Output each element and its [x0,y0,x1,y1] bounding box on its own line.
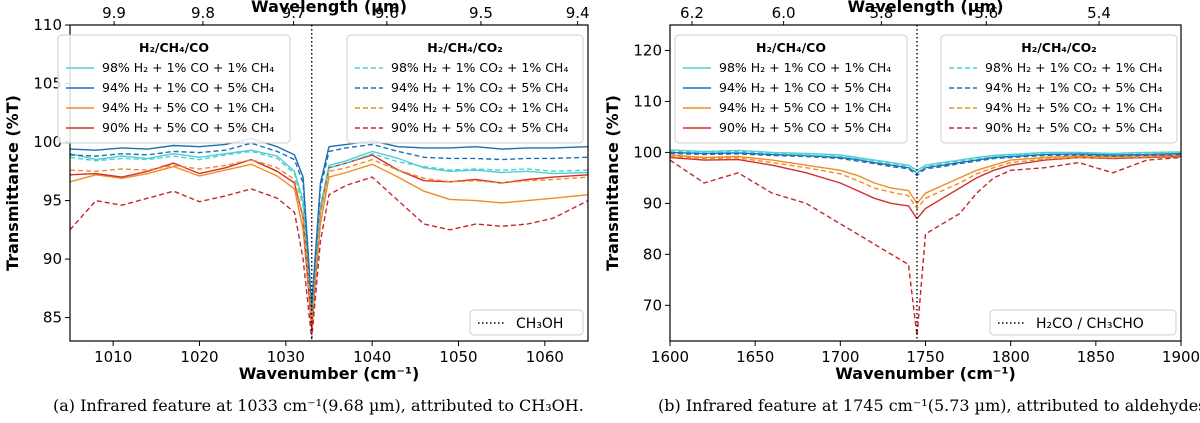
series-line-3 [70,154,588,330]
x-tick-label-3: 1040 [353,348,391,366]
x2-tick-label-1: 6.0 [772,4,796,22]
x-tick-label-1: 1020 [180,348,218,366]
legend-co2-frame [346,34,584,144]
x2-tick-label-0: 6.2 [680,4,704,22]
plot-frame [69,24,589,342]
legend-marker-label: CH₃OH [516,316,563,332]
legend-marker-label: H₂CO / CH₃CHO [1036,316,1144,332]
legend-co-frame [674,34,908,144]
x-tick-label-2: 1700 [821,348,859,366]
chart-panel-b: 1600 1650 1700 1750 1800 1850 1900 70 80 90 100 110… [603,0,1200,383]
legend-co2-title: H₂/CH₄/CO₂ [427,40,502,55]
legend-co2-label-3: 90% H₂ + 5% CO₂ + 5% CH₄ [391,120,568,135]
caption-a: (a) Infrared feature at 1033 cm⁻¹(9.68 µ… [53,396,584,415]
legend-co2-title: H₂/CH₄/CO₂ [1021,40,1096,55]
y-axis-title: Transmittance (%T) [3,95,22,271]
x2-axis-title: Wavelength (µm) [847,0,1003,16]
x2-tick-label-4: 5.4 [1087,4,1111,22]
series-line-4 [70,150,588,321]
x-tick-label-5: 1850 [1077,348,1115,366]
series-line-1 [70,137,588,307]
x-axis-title: Wavenumber (cm⁻¹) [835,364,1016,383]
y-tick-label-0: 70 [643,296,662,314]
caption-b: (b) Infrared feature at 1745 cm⁻¹(5.73 µ… [658,396,1200,415]
y-tick-label-5: 110 [33,16,62,34]
x-tick-label-4: 1050 [439,348,477,366]
x-tick-label-0: 1010 [94,348,132,366]
series-line-0 [70,149,588,319]
series-line-1 [670,151,1181,174]
legend-co-label-1: 94% H₂ + 1% CO + 5% CH₄ [719,80,891,95]
legend-co-label-0: 98% H₂ + 1% CO + 1% CH₄ [102,60,274,75]
x2-tick-label-2: 5.8 [869,4,893,22]
series-line-7 [70,176,588,340]
legend-co2-label-1: 94% H₂ + 1% CO₂ + 5% CH₄ [391,80,568,95]
plot-area [70,137,588,340]
legend-co-label-3: 90% H₂ + 5% CO + 5% CH₄ [719,120,891,135]
legend-co2-label-2: 94% H₂ + 5% CO₂ + 1% CH₄ [391,100,568,115]
x-tick-label-4: 1800 [992,348,1030,366]
legend-co: H₂/CH₄/CO 98% H₂ + 1% CO + 1% CH₄ 94% H₂ +… [57,34,291,144]
legend-co-title: H₂/CH₄/CO [139,40,209,55]
x2-tick-label-4: 9.5 [469,4,493,22]
y-tick-label-2: 95 [43,192,62,210]
plot-area [670,149,1181,337]
x2-axis-title: Wavelength (µm) [251,0,407,16]
y-tick-label-3: 100 [633,143,662,161]
legend-co2-label-0: 98% H₂ + 1% CO₂ + 1% CH₄ [985,60,1162,75]
legend-co2-label-3: 90% H₂ + 5% CO₂ + 5% CH₄ [985,120,1162,135]
y-tick-label-4: 105 [33,75,62,93]
x2-tick-label-5: 9.4 [566,4,590,22]
legend-co-label-3: 90% H₂ + 5% CO + 5% CH₄ [102,120,274,135]
series-line-5 [70,142,588,313]
y-tick-label-3: 100 [33,133,62,151]
x-tick-label-1: 1650 [736,348,774,366]
legend-marker: H₂CO / CH₃CHO [989,309,1177,336]
y-tick-label-4: 110 [633,92,662,110]
x-tick-label-5: 1060 [526,348,564,366]
legend-co-label-2: 94% H₂ + 5% CO + 1% CH₄ [719,100,891,115]
chart-panel-a: 1010 1020 1030 1040 1050 1060 85 90 95 100 105 110 9… [3,0,590,383]
y-tick-label-2: 90 [643,194,662,212]
series-line-2 [70,163,588,325]
y-tick-label-0: 85 [43,309,62,327]
legend-co-label-1: 94% H₂ + 1% CO + 5% CH₄ [102,80,274,95]
legend-co-label-0: 98% H₂ + 1% CO + 1% CH₄ [719,60,891,75]
x2-tick-label-2: 9.7 [282,4,306,22]
x2-tick-label-0: 9.9 [102,4,126,22]
legend-marker-frame [469,309,584,336]
x-tick-label-3: 1750 [906,348,944,366]
y-axis-title: Transmittance (%T) [603,95,622,271]
legend-co2-label-2: 94% H₂ + 5% CO₂ + 1% CH₄ [985,100,1162,115]
legend-co-label-2: 94% H₂ + 5% CO + 1% CH₄ [102,100,274,115]
legend-co: H₂/CH₄/CO 98% H₂ + 1% CO + 1% CH₄ 94% H₂ +… [674,34,908,144]
series-line-6 [670,155,1181,210]
x2-tick-label-3: 5.6 [974,4,998,22]
legend-co2-frame [940,34,1178,144]
series-line-0 [670,149,1181,171]
legend-co-title: H₂/CH₄/CO [756,40,826,55]
legend-co2: H₂/CH₄/CO₂ 98% H₂ + 1% CO₂ + 1% CH₄ 94% H₂… [346,34,584,144]
y-tick-label-1: 80 [643,245,662,263]
legend-co2-label-1: 94% H₂ + 1% CO₂ + 5% CH₄ [985,80,1162,95]
x-axis-title: Wavenumber (cm⁻¹) [239,364,420,383]
x-tick-label-6: 1900 [1162,348,1200,366]
legend-marker: CH₃OH [469,309,584,336]
legend-co2: H₂/CH₄/CO₂ 98% H₂ + 1% CO₂ + 1% CH₄ 94% H₂… [940,34,1178,144]
y-tick-label-5: 120 [633,41,662,59]
series-line-7 [670,156,1181,337]
x2-tick-label-3: 9.6 [375,4,399,22]
y-tick-label-1: 90 [43,250,62,268]
x-tick-label-2: 1030 [267,348,305,366]
x-tick-label-0: 1600 [651,348,689,366]
legend-marker-frame [989,309,1177,336]
x2-tick-label-1: 9.8 [191,4,215,22]
series-line-2 [670,154,1181,205]
series-line-6 [70,158,588,323]
legend-co2-label-0: 98% H₂ + 1% CO₂ + 1% CH₄ [391,60,568,75]
legend-co-frame [57,34,291,144]
